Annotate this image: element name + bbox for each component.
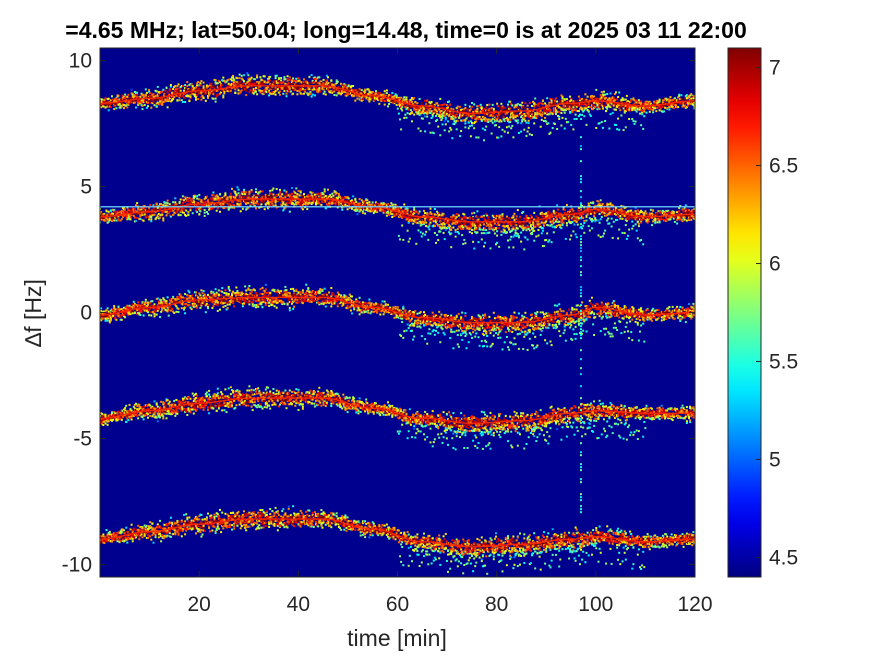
- x-tick-label: 20: [187, 593, 210, 616]
- trace-band-5: [100, 505, 695, 575]
- x-tick-label: 40: [287, 593, 310, 616]
- y-tick-label: -10: [62, 553, 92, 576]
- trace-band-4: [100, 385, 695, 451]
- chart-title: =4.65 MHz; lat=50.04; long=14.48, time=0…: [65, 17, 746, 43]
- colorbar: [727, 47, 762, 578]
- x-tick-label: 100: [578, 593, 613, 616]
- colorbar-tick-label: 6: [769, 253, 781, 276]
- x-axis-ticks: 20 40 60 80 100 120: [187, 48, 713, 616]
- y-axis-ticks: -10 -5 0 5 10: [62, 50, 695, 576]
- x-tick-label: 60: [386, 593, 409, 616]
- x-tick-label: 80: [485, 593, 508, 616]
- x-axis-label: time [min]: [347, 625, 447, 651]
- x-tick-label: 120: [677, 593, 712, 616]
- colorbar-tick-label: 5: [769, 448, 781, 471]
- trace-band-2: [100, 186, 695, 251]
- y-axis-label: ∆f [Hz]: [20, 279, 46, 347]
- trace-ridge-5: [100, 518, 695, 548]
- colorbar-tick-label: 6.5: [769, 155, 798, 178]
- trace-ridge-2: [100, 198, 695, 223]
- colorbar-ticks: 4.5 5 5.5 6 6.5 7: [756, 57, 798, 569]
- y-tick-label: 10: [69, 50, 92, 73]
- trace-ridge-4: [100, 397, 695, 424]
- trace-band-3: [100, 283, 695, 351]
- y-tick-label: 5: [80, 176, 92, 199]
- y-tick-label: 0: [80, 302, 92, 325]
- trace-band-1: [100, 72, 695, 142]
- trace-ridge-1: [100, 85, 695, 115]
- trace-ridge-3: [100, 296, 695, 324]
- colorbar-tick-label: 7: [769, 57, 781, 80]
- colorbar-tick-label: 4.5: [769, 546, 798, 569]
- spectrogram-traces: [100, 72, 695, 575]
- colorbar-tick-label: 5.5: [769, 350, 798, 373]
- y-tick-label: -5: [73, 427, 92, 450]
